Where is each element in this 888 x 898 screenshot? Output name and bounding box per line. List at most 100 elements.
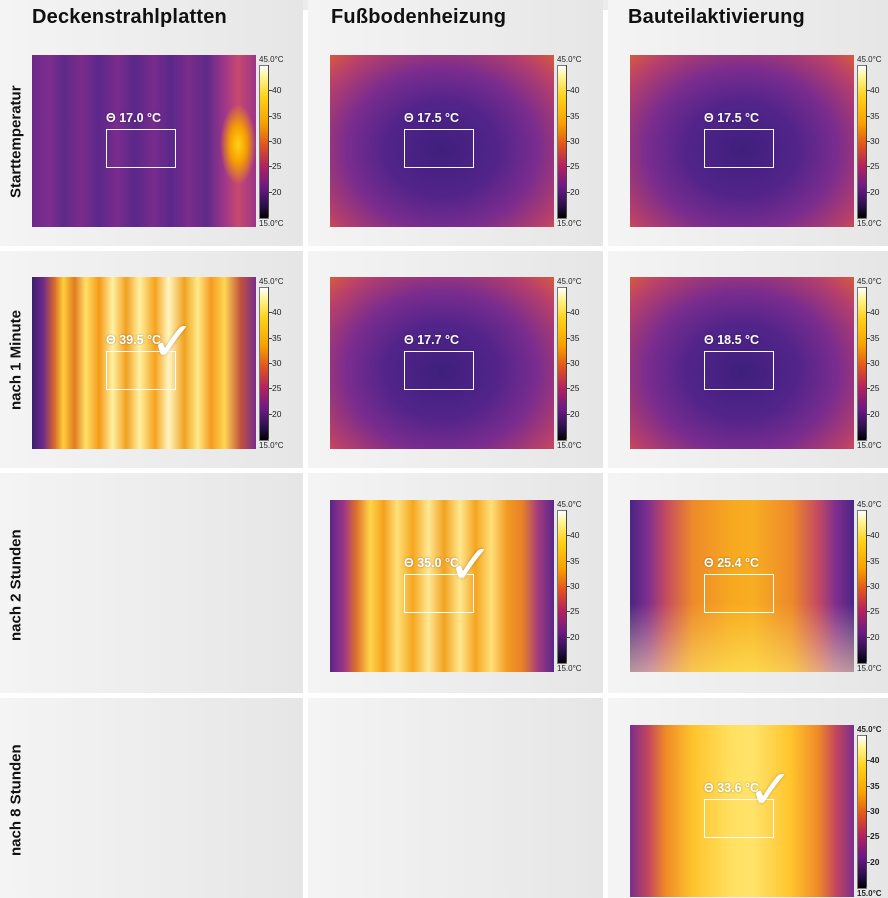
measurement-reading: Θ 17.5 °C <box>404 111 460 125</box>
measurement-reading: Θ 33.6 °C <box>704 781 760 795</box>
scale-tick <box>866 836 870 838</box>
scale-max-label: 45.0°C <box>857 725 882 734</box>
scale-tick <box>866 115 870 117</box>
measurement-reading: Θ 17.5 °C <box>704 111 760 125</box>
scale-tick-label: 40 <box>570 85 580 96</box>
scale-min-label: 15.0°C <box>259 219 284 228</box>
scale-tick <box>866 811 870 812</box>
measurement-area-box <box>704 799 774 838</box>
scale-min-label: 15.0°C <box>259 441 284 450</box>
scale-tick <box>268 312 272 314</box>
row-label-nach-1-minute: nach 1 Minute <box>7 310 25 411</box>
measurement-reading: Θ 25.4 °C <box>704 556 760 570</box>
scale-tick <box>268 90 272 92</box>
thermal-image-canvas <box>32 277 256 449</box>
scale-tick-label: 30 <box>870 806 880 816</box>
scale-tick-label: 30 <box>570 581 580 591</box>
temperature-scale: 45.0°C 40 35 30 25 20 15.0°C <box>258 55 292 235</box>
measurement-area-box <box>404 129 474 168</box>
scale-tick <box>866 388 870 390</box>
scale-tick <box>566 535 570 537</box>
scale-tick <box>268 413 272 415</box>
scale-tick-label: 35 <box>570 555 580 566</box>
measurement-reading: Θ 35.0 °C <box>404 556 460 570</box>
thermal-image-canvas <box>330 500 554 672</box>
scale-tick-label: 20 <box>870 631 880 642</box>
scale-tick <box>566 560 570 562</box>
scale-tick-label: 30 <box>570 358 580 368</box>
scale-min-label: 15.0°C <box>557 441 582 450</box>
scale-tick-label: 30 <box>570 136 580 146</box>
thermal-image-fussbodenheizung-nach-1-minute: Θ 17.7 °C 45.0°C 40 35 30 25 20 15.0°C <box>330 277 590 457</box>
measurement-reading: Θ 39.5 °C <box>106 333 162 347</box>
scale-tick <box>566 337 570 339</box>
scale-tick <box>866 560 870 562</box>
temperature-scale: 45.0°C 40 35 30 25 20 15.0°C <box>856 500 888 680</box>
scale-tick <box>566 166 570 168</box>
scale-tick-label: 25 <box>272 383 282 394</box>
scale-tick-label: 40 <box>870 307 880 318</box>
scale-tick <box>566 363 570 364</box>
scale-tick <box>866 337 870 339</box>
temperature-scale: 45.0°C 40 35 30 25 20 15.0°C <box>856 277 888 457</box>
scale-tick <box>866 785 870 787</box>
scale-max-label: 45.0°C <box>857 277 882 286</box>
measurement-area-box <box>404 574 474 613</box>
thermal-image-deckenstrahlplatten-nach-1-minute: Θ 39.5 °C ✓ 45.0°C 40 35 30 25 20 15.0°C <box>32 277 292 457</box>
scale-tick <box>866 191 870 193</box>
scale-tick-label: 30 <box>870 136 880 146</box>
thermal-image-canvas <box>630 500 854 672</box>
scale-tick-label: 30 <box>870 581 880 591</box>
scale-tick-label: 25 <box>570 383 580 394</box>
scale-tick-label: 40 <box>570 530 580 541</box>
scale-max-label: 45.0°C <box>557 277 582 286</box>
measurement-reading: Θ 18.5 °C <box>704 333 760 347</box>
column-divider <box>303 10 308 898</box>
column-divider <box>603 10 608 898</box>
scale-tick <box>268 115 272 117</box>
scale-tick <box>866 166 870 168</box>
scale-tick <box>566 191 570 193</box>
scale-tick-label: 35 <box>870 332 880 343</box>
scale-min-label: 15.0°C <box>857 441 882 450</box>
scale-tick-label: 20 <box>570 631 580 642</box>
scale-tick-label: 25 <box>570 161 580 172</box>
thermal-image-canvas <box>330 55 554 227</box>
checkmark-icon: ✓ <box>448 535 494 595</box>
column-header-deckenstrahlplatten: Deckenstrahlplatten <box>32 6 227 28</box>
scale-tick-label: 25 <box>870 161 880 172</box>
scale-tick-label: 25 <box>870 383 880 394</box>
scale-tick-label: 30 <box>272 136 282 146</box>
scale-tick <box>566 586 570 587</box>
scale-tick <box>866 861 870 863</box>
scale-min-label: 15.0°C <box>857 664 882 673</box>
measurement-reading: Θ 17.7 °C <box>404 333 460 347</box>
scale-tick-label: 40 <box>870 755 880 766</box>
thermal-image-canvas <box>630 277 854 449</box>
scale-tick-label: 40 <box>570 307 580 318</box>
scale-tick <box>566 388 570 390</box>
scale-tick <box>566 611 570 613</box>
thermal-image-bauteilaktivierung-starttemperatur: Θ 17.5 °C 45.0°C 40 35 30 25 20 15.0°C <box>630 55 888 235</box>
temperature-scale: 45.0°C 40 35 30 25 20 15.0°C <box>556 500 590 680</box>
scale-tick <box>866 141 870 142</box>
checkmark-icon: ✓ <box>150 312 196 372</box>
measurement-area-box <box>106 351 176 390</box>
thermal-image-bauteilaktivierung-nach-1-minute: Θ 18.5 °C 45.0°C 40 35 30 25 20 15.0°C <box>630 277 888 457</box>
scale-tick-label: 20 <box>272 186 282 197</box>
scale-tick-label: 20 <box>870 856 880 867</box>
row-label-starttemperatur: Starttemperatur <box>7 85 25 199</box>
measurement-area-box <box>704 574 774 613</box>
temperature-scale: 45.0°C 40 35 30 25 20 15.0°C <box>856 55 888 235</box>
checkmark-icon: ✓ <box>748 760 794 820</box>
scale-tick-label: 25 <box>870 831 880 842</box>
scale-tick-label: 25 <box>272 161 282 172</box>
scale-max-label: 45.0°C <box>557 55 582 64</box>
column-header-fussbodenheizung: Fußbodenheizung <box>331 6 507 28</box>
scale-tick <box>866 760 870 762</box>
thermal-image-fussbodenheizung-starttemperatur: Θ 17.5 °C 45.0°C 40 35 30 25 20 15.0°C <box>330 55 590 235</box>
scale-tick-label: 40 <box>272 85 282 96</box>
scale-min-label: 15.0°C <box>557 219 582 228</box>
scale-tick-label: 30 <box>272 358 282 368</box>
scale-tick-label: 40 <box>272 307 282 318</box>
